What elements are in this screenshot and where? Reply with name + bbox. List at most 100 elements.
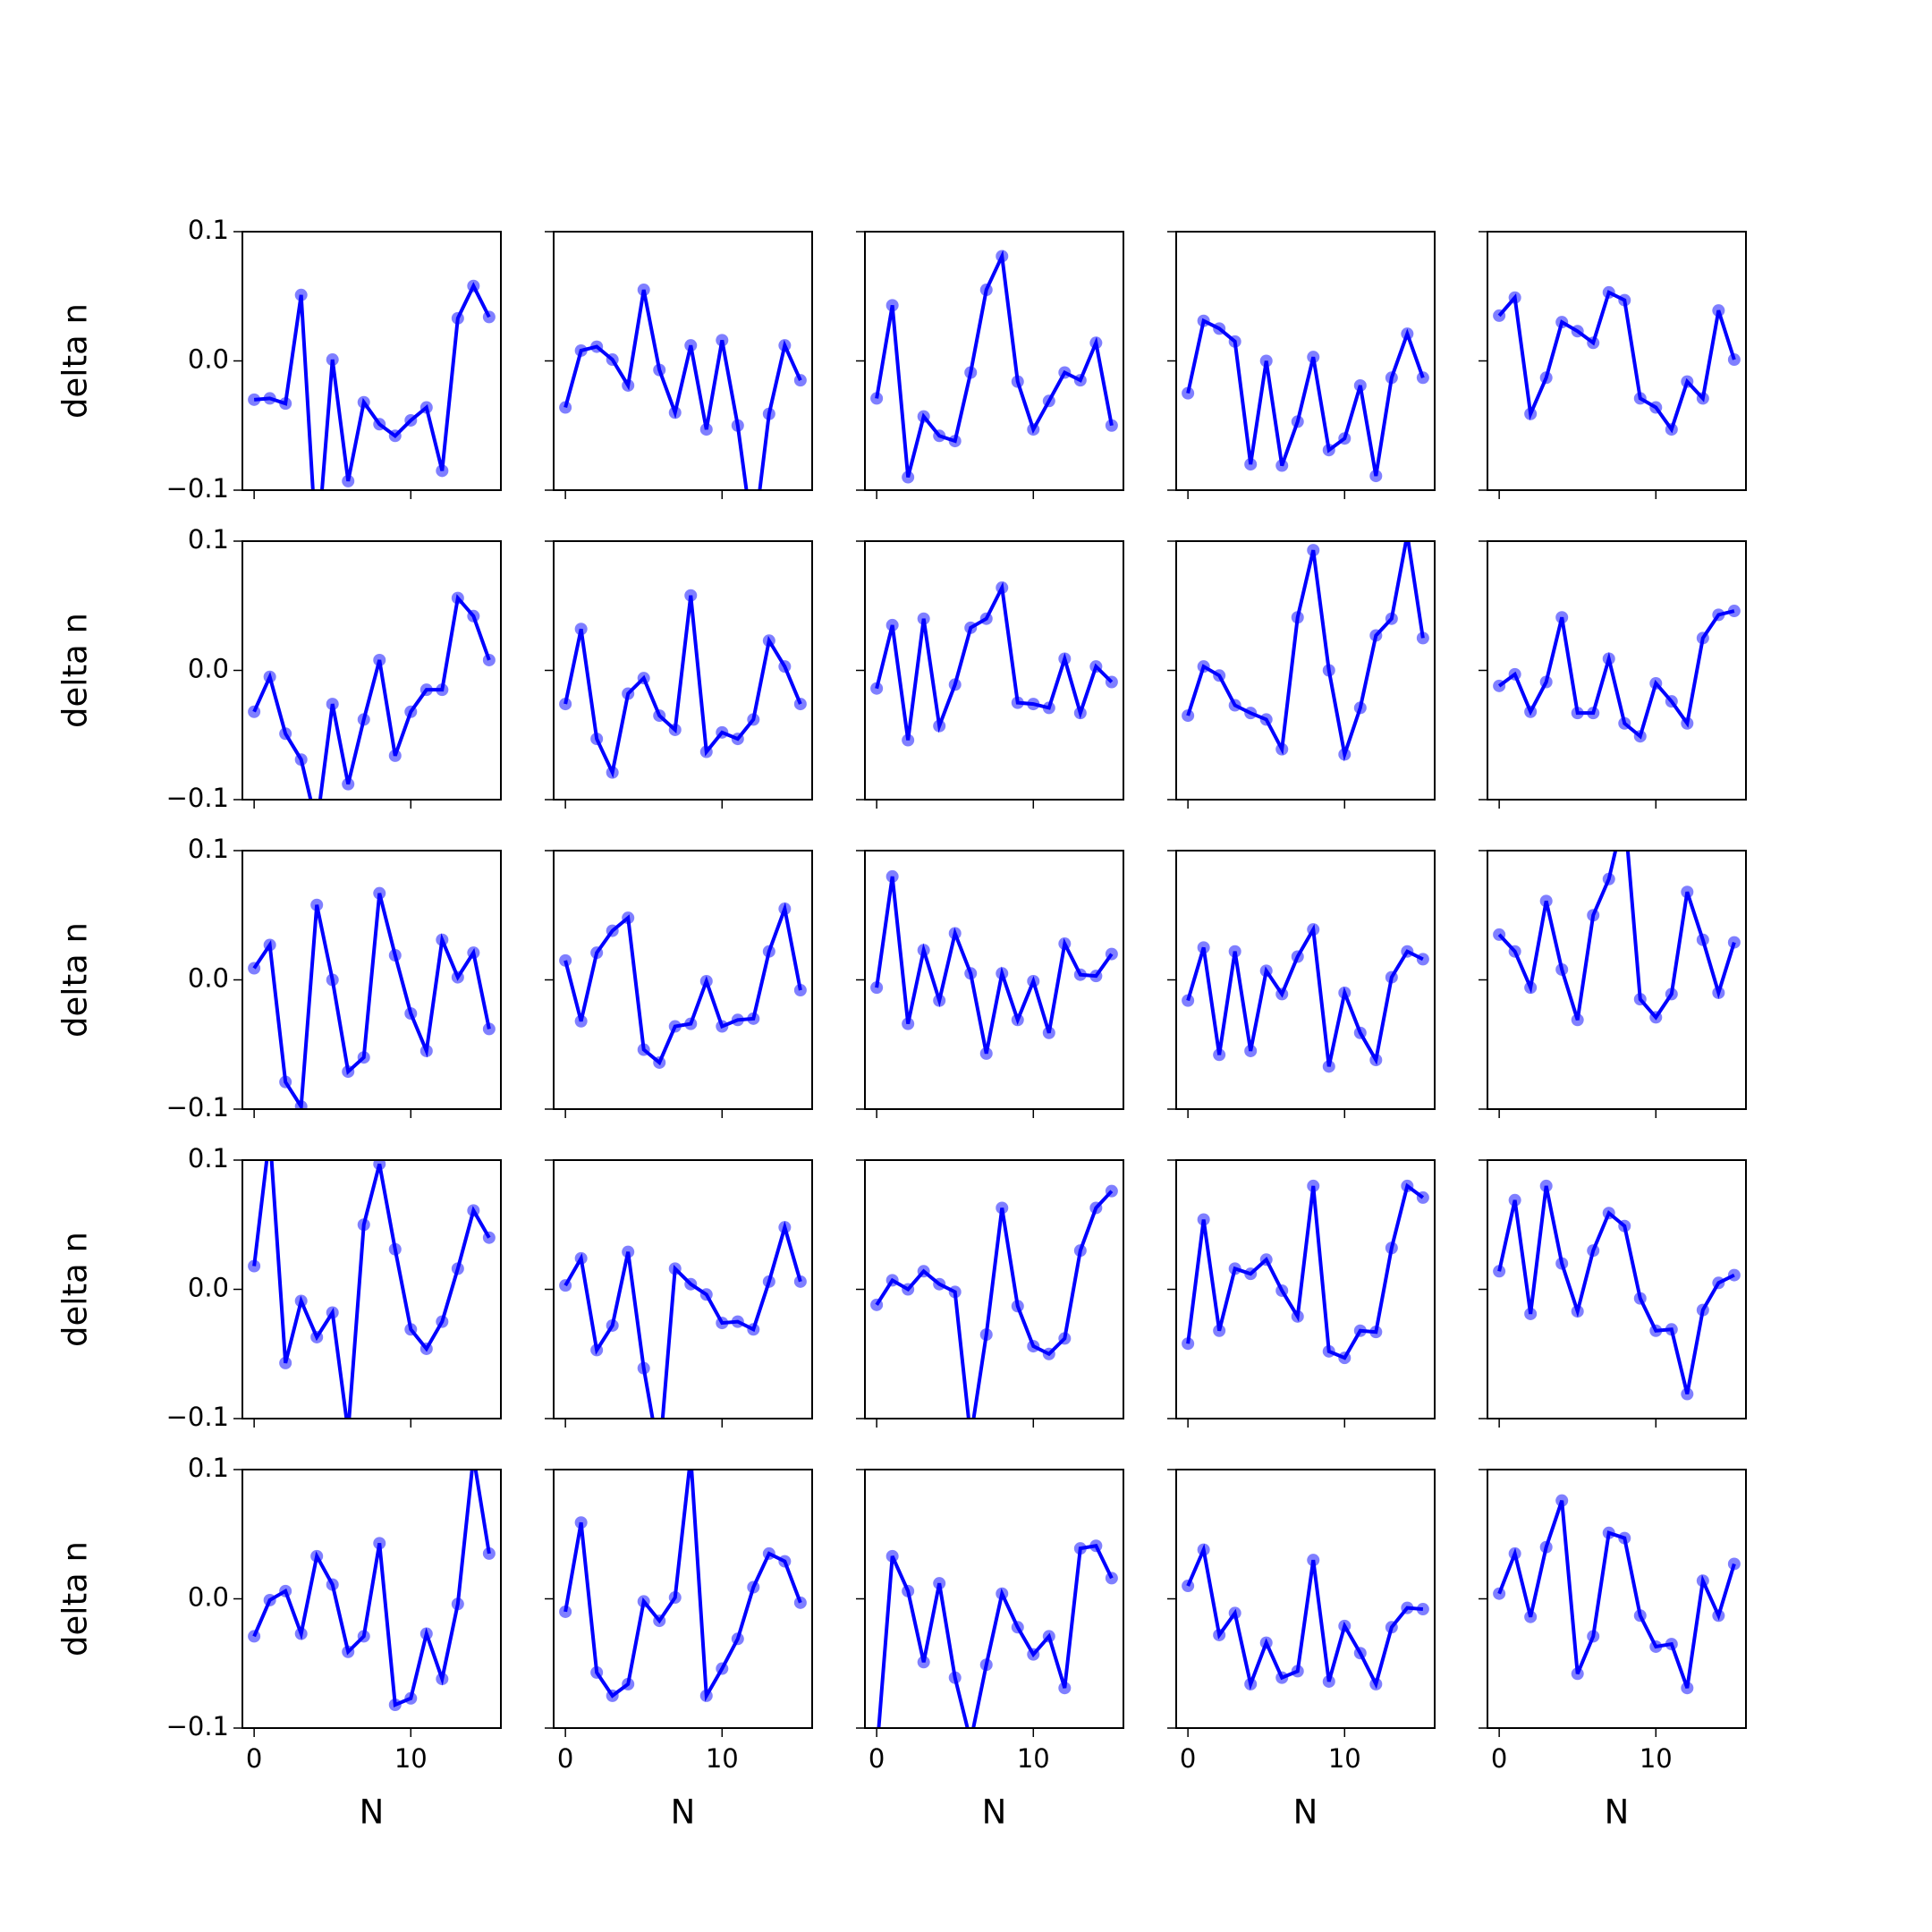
- data-line: [253, 282, 491, 490]
- y-axis-label: delta n: [56, 1232, 95, 1347]
- data-point: [622, 378, 635, 392]
- data-point: [1338, 1619, 1352, 1632]
- data-point: [637, 672, 650, 685]
- data-point: [684, 339, 698, 352]
- data-point: [731, 1315, 744, 1328]
- subplot: [856, 850, 1124, 1118]
- data-point: [1197, 314, 1210, 327]
- data-point: [1042, 1347, 1055, 1360]
- data-point: [948, 927, 962, 940]
- data-point: [653, 1055, 666, 1069]
- data-point: [1073, 968, 1087, 981]
- data-point: [404, 705, 418, 718]
- data-point: [684, 1277, 698, 1291]
- x-tick-label: 0: [869, 1743, 885, 1774]
- data-point: [388, 429, 402, 443]
- data-point: [917, 612, 930, 625]
- data-point: [1073, 1244, 1087, 1258]
- data-point: [373, 886, 386, 900]
- data-point: [482, 1231, 496, 1244]
- data-point: [870, 682, 884, 695]
- data-point: [1182, 709, 1195, 723]
- data-point: [793, 1596, 807, 1609]
- data-point: [637, 1043, 650, 1056]
- axes-frame: [553, 1159, 813, 1419]
- data-point: [310, 548, 323, 561]
- data-point: [559, 1279, 572, 1292]
- data-point: [933, 1277, 946, 1291]
- subplot: [856, 231, 1124, 499]
- data-point: [1416, 1191, 1429, 1204]
- data-point: [1291, 415, 1304, 428]
- data-point: [1618, 1219, 1631, 1233]
- data-point: [1213, 1628, 1226, 1641]
- data-point: [1385, 1241, 1398, 1255]
- data-point: [917, 1265, 930, 1278]
- data-point: [1696, 1303, 1709, 1317]
- data-point: [668, 1020, 682, 1033]
- data-point: [1228, 1262, 1241, 1275]
- data-line: [564, 1220, 802, 1419]
- data-point: [1182, 1580, 1195, 1593]
- data-point: [778, 1221, 792, 1234]
- x-tick-label: 10: [394, 1743, 428, 1774]
- data-point: [933, 994, 946, 1007]
- data-point: [1618, 716, 1631, 730]
- data-point: [1587, 1630, 1600, 1643]
- data-point: [1602, 285, 1615, 299]
- data-point: [1602, 652, 1615, 665]
- data-point: [731, 1013, 744, 1027]
- data-point: [622, 1245, 635, 1258]
- data-point: [419, 1044, 433, 1057]
- data-point: [1633, 1292, 1647, 1305]
- data-point: [1401, 327, 1414, 341]
- data-point: [1353, 1647, 1367, 1660]
- data-point: [326, 1578, 339, 1591]
- data-point: [1244, 1044, 1258, 1057]
- axes-frame: [864, 850, 1124, 1110]
- data-line: [1497, 290, 1736, 434]
- data-point: [948, 678, 962, 691]
- data-point: [248, 962, 261, 975]
- data-point: [436, 683, 449, 697]
- data-point: [1416, 1603, 1429, 1616]
- y-tick-label: −0.1: [166, 473, 229, 504]
- data-point: [1401, 1179, 1414, 1192]
- data-point: [1291, 611, 1304, 624]
- data-point: [279, 727, 292, 741]
- data-point: [1665, 423, 1678, 436]
- y-tick-label: 0.0: [188, 963, 229, 994]
- data-point: [1058, 366, 1072, 379]
- data-point: [886, 869, 899, 883]
- data-point: [248, 1259, 261, 1273]
- data-point: [886, 618, 899, 631]
- y-tick-label: −0.1: [166, 1402, 229, 1432]
- data-point: [933, 1577, 946, 1590]
- x-axis-label: N: [360, 1793, 385, 1832]
- data-point: [1307, 351, 1320, 364]
- data-point: [1197, 941, 1210, 954]
- data-point: [1712, 1276, 1725, 1290]
- data-point: [979, 284, 993, 297]
- data-point: [419, 1627, 433, 1640]
- data-point: [1524, 1307, 1538, 1320]
- data-point: [886, 1274, 899, 1287]
- data-point: [622, 1677, 635, 1690]
- subplot: [1167, 1159, 1436, 1428]
- data-point: [1338, 1352, 1352, 1365]
- data-point: [902, 1017, 915, 1030]
- data-point: [419, 1342, 433, 1355]
- data-point: [1275, 459, 1289, 472]
- axes-frame: [864, 1159, 1124, 1419]
- x-tick-label: 0: [1180, 1743, 1196, 1774]
- data-point: [964, 1432, 977, 1445]
- y-tick-label: 0.1: [188, 834, 229, 864]
- data-point: [1633, 993, 1647, 1006]
- axes-frame: [1487, 1159, 1747, 1419]
- data-point: [1493, 679, 1506, 692]
- data-point: [699, 974, 713, 987]
- data-point: [1508, 1193, 1521, 1207]
- data-point: [326, 353, 339, 367]
- data-point: [467, 279, 480, 292]
- axes-frame: [553, 850, 813, 1110]
